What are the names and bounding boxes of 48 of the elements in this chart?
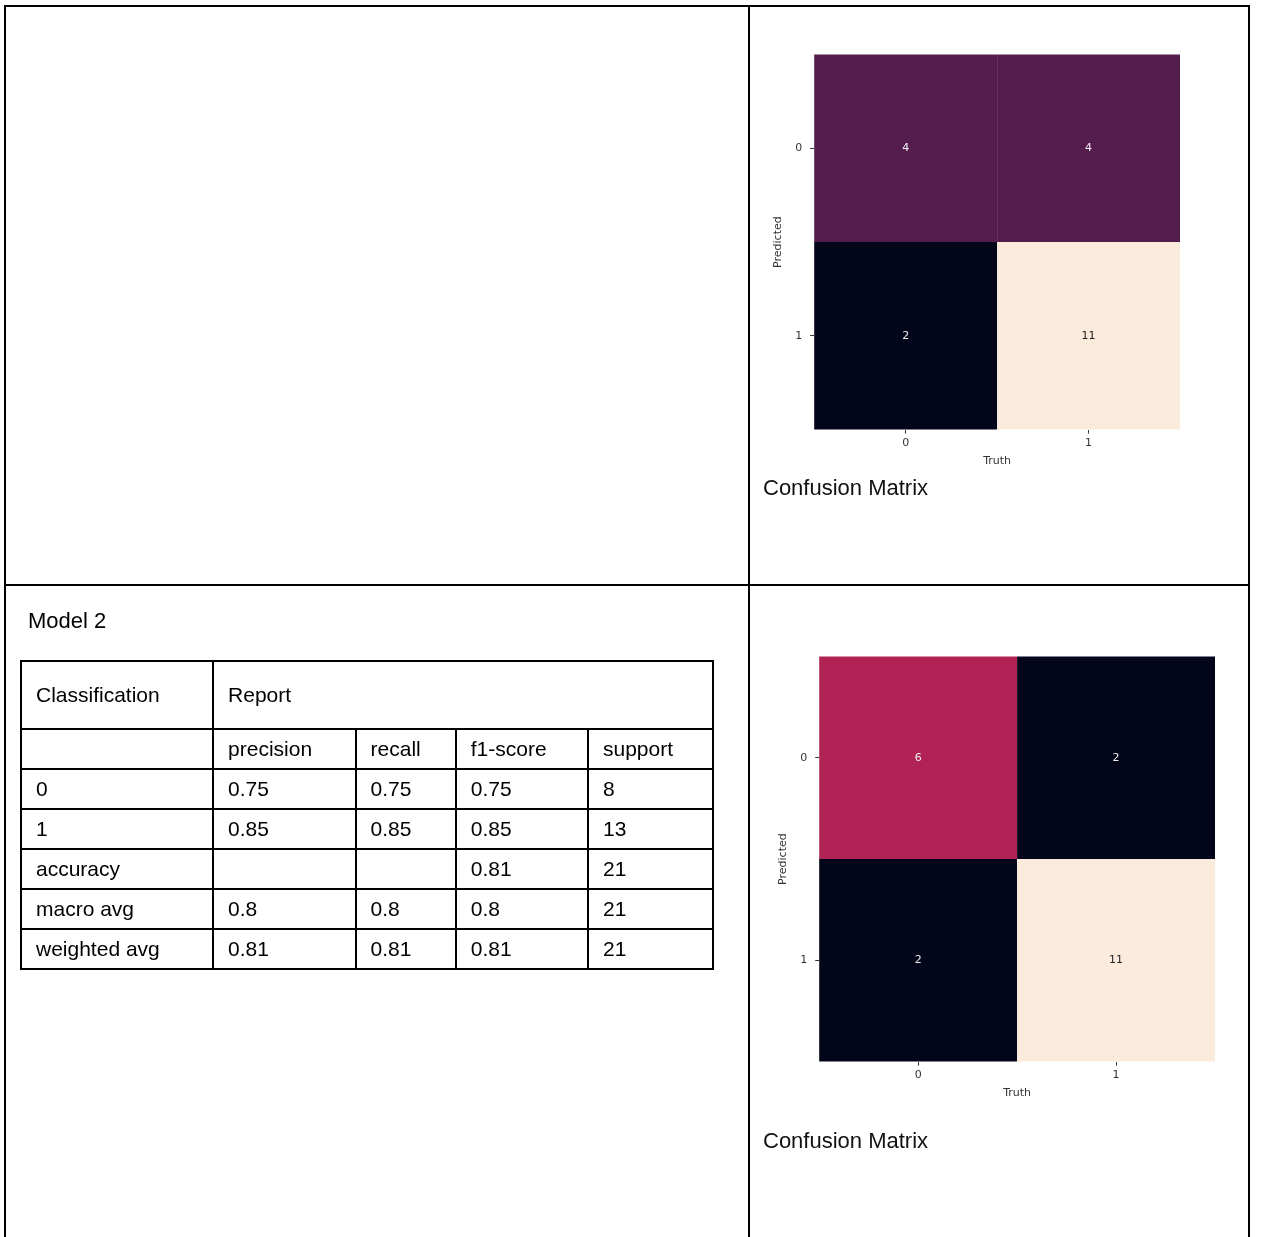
- data-label: 2: [914, 953, 922, 967]
- text: 8: [602, 777, 615, 800]
- y-tick-label: 1: [800, 953, 808, 967]
- text: 0.85: [470, 817, 512, 840]
- text: 0.81: [370, 937, 412, 960]
- category-label: precision: [213, 729, 356, 769]
- text: 0.8: [228, 897, 258, 920]
- text: 0.75: [470, 777, 512, 800]
- text: 21: [602, 857, 627, 880]
- category-label: 0: [36, 777, 48, 800]
- category-label: weighted avg: [36, 937, 160, 960]
- text: Model 2: [28, 608, 107, 634]
- text: 0.81: [470, 857, 512, 880]
- data-label: 11: [1109, 953, 1124, 967]
- text: Report: [213, 661, 713, 729]
- category-label: 1: [36, 817, 48, 840]
- category-label: recall: [355, 729, 456, 769]
- y-axis-title: Predicted: [771, 216, 785, 268]
- data-label: 11: [1081, 328, 1096, 342]
- text: 0.75: [228, 777, 269, 800]
- x-axis-title: Truth: [982, 454, 1012, 468]
- text: 13: [602, 817, 627, 840]
- data-label: 2: [902, 328, 910, 342]
- text: Confusion Matrix: [763, 475, 929, 501]
- category-label: macro avg: [36, 897, 135, 920]
- text: Classification: [21, 661, 214, 729]
- x-axis-title: Truth: [1002, 1086, 1032, 1100]
- y-tick-label: 0: [795, 141, 803, 155]
- category-label: support: [587, 729, 713, 769]
- text: 0.81: [470, 937, 512, 960]
- category-label: f1-score: [455, 729, 588, 769]
- text: 0.75: [370, 777, 412, 800]
- data-label: 4: [902, 141, 910, 155]
- y-tick-label: 0: [800, 750, 808, 764]
- data-label: 4: [1085, 141, 1093, 155]
- y-axis-title: Predicted: [776, 833, 790, 885]
- text: Confusion Matrix: [763, 1128, 929, 1154]
- data-label: 6: [914, 750, 922, 764]
- text: 0.85: [370, 817, 412, 840]
- y-tick-label: 1: [795, 328, 803, 342]
- text: 0.81: [228, 937, 269, 960]
- text: 21: [602, 937, 627, 960]
- text: 0.8: [370, 897, 400, 920]
- text: 0.8: [470, 897, 500, 920]
- text: 21: [602, 897, 627, 920]
- data-label: 2: [1112, 750, 1120, 764]
- category-label: accuracy: [36, 857, 121, 880]
- text: 0.85: [228, 817, 269, 840]
